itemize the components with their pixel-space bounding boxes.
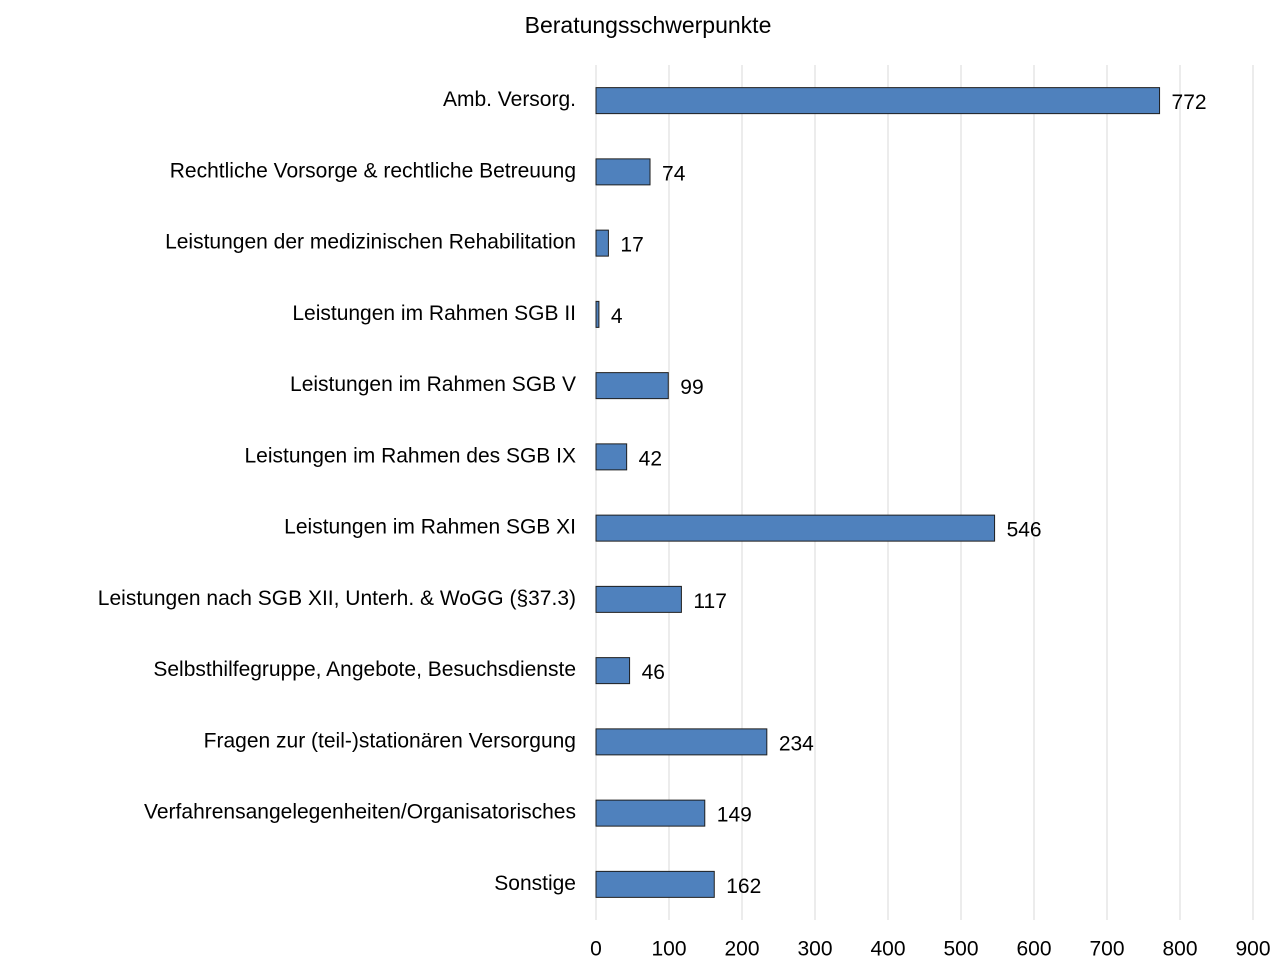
data-label: 149 <box>717 804 752 827</box>
y-tick-label: Verfahrensangelegenheiten/Organisatorisc… <box>144 801 576 824</box>
x-tick-label: 200 <box>724 938 759 961</box>
bar <box>595 300 600 328</box>
y-tick-label: Leistungen nach SGB XII, Unterh. & WoGG … <box>98 587 576 610</box>
y-tick-label: Leistungen im Rahmen SGB V <box>290 373 576 396</box>
bar <box>595 799 706 827</box>
data-label: 74 <box>662 162 686 185</box>
y-tick-label: Leistungen der medizinischen Rehabilitat… <box>165 231 576 254</box>
y-tick-label: Rechtliche Vorsorge & rechtliche Betreuu… <box>170 159 576 182</box>
bar <box>595 229 609 257</box>
chart-title: Beratungsschwerpunkte <box>525 12 772 38</box>
bar <box>595 514 996 542</box>
x-tick-label: 100 <box>651 938 686 961</box>
bar <box>595 657 631 685</box>
bar <box>595 443 628 471</box>
y-tick-label: Leistungen im Rahmen des SGB IX <box>244 444 576 467</box>
x-tick-label: 500 <box>943 938 978 961</box>
y-tick-label: Amb. Versorg. <box>443 88 576 111</box>
data-label: 162 <box>726 875 761 898</box>
x-tick-label: 800 <box>1162 938 1197 961</box>
data-label: 4 <box>611 305 623 328</box>
data-label: 17 <box>620 234 643 257</box>
x-tick-label: 700 <box>1089 938 1124 961</box>
bar <box>595 372 669 400</box>
data-label: 546 <box>1007 519 1042 542</box>
data-label: 772 <box>1172 91 1207 114</box>
bar <box>595 585 682 613</box>
data-label: 234 <box>779 732 814 755</box>
x-tick-label: 0 <box>590 938 602 961</box>
x-tick-label: 400 <box>870 938 905 961</box>
y-tick-label: Fragen zur (teil-)stationären Versorgung <box>204 729 576 752</box>
y-tick-label: Leistungen im Rahmen SGB II <box>292 302 576 325</box>
x-tick-label: 900 <box>1235 938 1270 961</box>
x-tick-label: 600 <box>1016 938 1051 961</box>
bar <box>595 158 651 186</box>
y-tick-label: Selbsthilfegruppe, Angebote, Besuchsdien… <box>153 658 576 681</box>
data-label: 42 <box>639 447 662 470</box>
data-label: 117 <box>693 590 726 613</box>
x-tick-label: 300 <box>797 938 832 961</box>
y-tick-label: Leistungen im Rahmen SGB XI <box>284 516 576 539</box>
data-label: 99 <box>680 376 703 399</box>
data-label: 46 <box>642 661 665 684</box>
y-tick-label: Sonstige <box>494 872 576 895</box>
bar <box>595 870 715 898</box>
bar <box>595 87 1161 115</box>
bar <box>595 728 768 756</box>
